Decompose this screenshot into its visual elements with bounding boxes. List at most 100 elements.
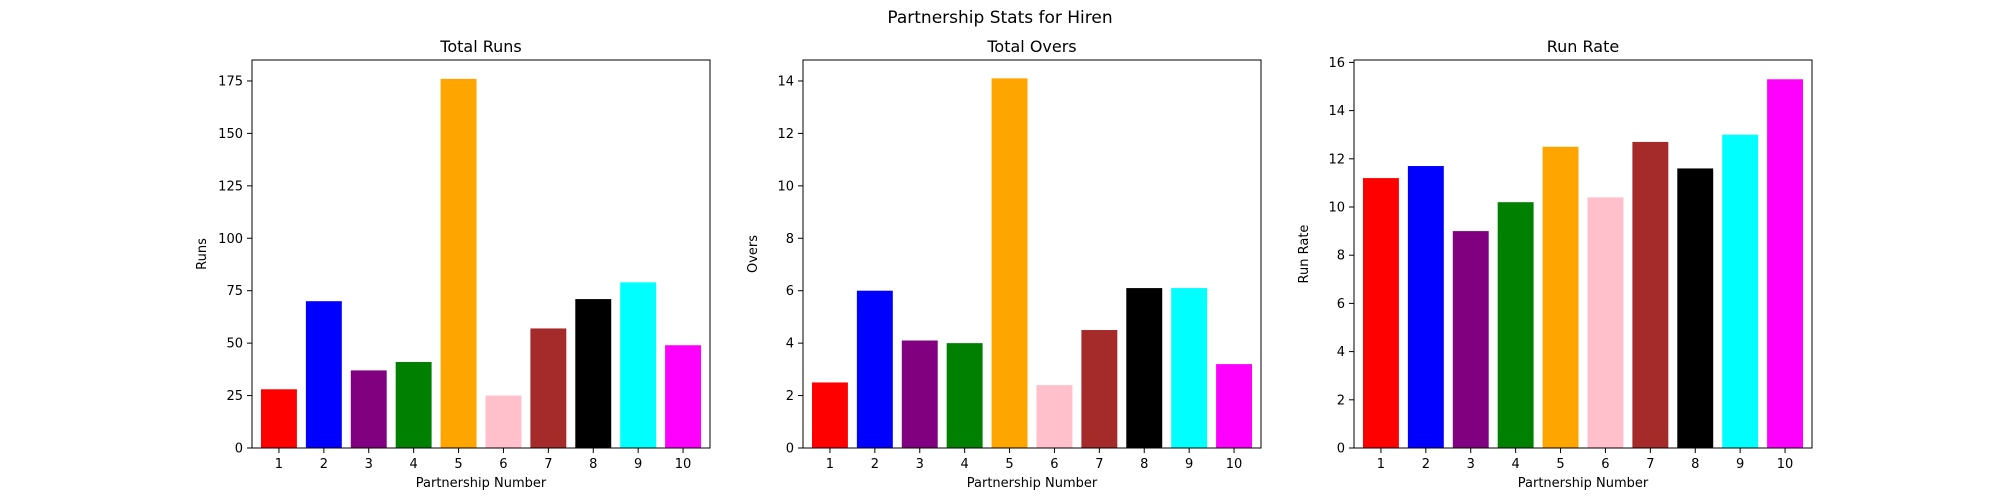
bar-partnership-5: [1542, 146, 1579, 449]
bar-partnership-6: [1036, 385, 1073, 448]
y-tick-label: 0: [786, 442, 794, 457]
bar-partnership-3: [350, 370, 387, 448]
x-tick-label: 10: [1777, 457, 1794, 472]
bar-partnership-10: [1216, 364, 1253, 448]
x-axis-label: Partnership Number: [1518, 476, 1649, 491]
chart-title: Total Overs: [986, 37, 1076, 56]
bar-partnership-2: [1407, 166, 1444, 448]
y-tick-label: 100: [218, 232, 243, 247]
y-tick-label: 14: [1328, 104, 1345, 119]
y-tick-label: 175: [218, 74, 243, 89]
x-tick-label: 7: [544, 457, 552, 472]
bar-partnership-3: [901, 340, 938, 448]
x-tick-label: 4: [961, 457, 969, 472]
y-axis-label: Run Rate: [1297, 225, 1312, 284]
x-tick-label: 1: [1377, 457, 1385, 472]
bar-partnership-1: [811, 382, 848, 448]
y-tick-label: 12: [1328, 152, 1345, 167]
bar-partnership-4: [1497, 202, 1534, 448]
x-tick-label: 10: [675, 457, 692, 472]
chart-title: Run Rate: [1547, 37, 1619, 56]
y-tick-label: 10: [777, 179, 794, 194]
x-axis-label: Partnership Number: [416, 476, 547, 491]
y-axis-label: Overs: [746, 235, 761, 273]
x-tick-label: 4: [410, 457, 418, 472]
y-tick-label: 2: [786, 389, 794, 404]
x-tick-label: 9: [1185, 457, 1193, 472]
x-tick-label: 9: [1736, 457, 1744, 472]
bar-partnership-2: [305, 301, 342, 448]
bar-partnership-4: [395, 362, 432, 448]
y-tick-label: 12: [777, 127, 794, 142]
bar-partnership-10: [1767, 79, 1804, 448]
bar-partnership-6: [485, 395, 522, 448]
bar-partnership-9: [620, 282, 657, 448]
bar-partnership-7: [530, 328, 567, 448]
y-tick-label: 50: [226, 337, 243, 352]
chart-title: Total Runs: [439, 37, 521, 56]
x-tick-label: 3: [916, 457, 924, 472]
x-tick-label: 5: [454, 457, 462, 472]
y-tick-label: 6: [786, 284, 794, 299]
bar-partnership-1: [1362, 178, 1399, 448]
y-tick-label: 8: [786, 232, 794, 247]
axes-frame: [802, 59, 1262, 449]
bar-partnership-2: [856, 290, 893, 448]
x-tick-label: 1: [826, 457, 834, 472]
y-tick-label: 75: [226, 284, 243, 299]
x-tick-label: 6: [1601, 457, 1609, 472]
bar-partnership-1: [260, 389, 297, 448]
y-tick-label: 16: [1328, 56, 1345, 71]
y-tick-label: 4: [786, 337, 794, 352]
x-tick-label: 3: [1467, 457, 1475, 472]
x-tick-label: 2: [1422, 457, 1430, 472]
bar-partnership-7: [1632, 141, 1669, 449]
bar-partnership-6: [1587, 197, 1624, 448]
x-tick-label: 8: [589, 457, 597, 472]
y-tick-label: 14: [777, 74, 794, 89]
y-tick-label: 8: [1337, 249, 1345, 264]
y-tick-label: 0: [235, 442, 243, 457]
x-axis-label: Partnership Number: [967, 476, 1098, 491]
bar-partnership-8: [1677, 168, 1714, 448]
bar-partnership-8: [575, 299, 612, 448]
bar-partnership-4: [946, 343, 983, 448]
x-tick-label: 5: [1556, 457, 1564, 472]
bar-partnership-8: [1126, 288, 1163, 448]
x-tick-label: 7: [1646, 457, 1654, 472]
bar-partnership-5: [991, 78, 1028, 448]
x-tick-label: 2: [871, 457, 879, 472]
bar-partnership-7: [1081, 330, 1118, 448]
x-tick-label: 10: [1226, 457, 1243, 472]
y-tick-label: 4: [1337, 345, 1345, 360]
axes-frame: [1353, 59, 1813, 449]
y-tick-label: 2: [1337, 393, 1345, 408]
bar-partnership-3: [1452, 231, 1489, 448]
x-tick-label: 1: [275, 457, 283, 472]
x-tick-label: 3: [365, 457, 373, 472]
y-axis-label: Runs: [195, 238, 210, 270]
x-tick-label: 8: [1140, 457, 1148, 472]
y-tick-label: 0: [1337, 442, 1345, 457]
x-tick-label: 5: [1005, 457, 1013, 472]
y-tick-label: 150: [218, 127, 243, 142]
x-tick-label: 4: [1512, 457, 1520, 472]
y-tick-label: 10: [1328, 201, 1345, 216]
x-tick-label: 8: [1691, 457, 1699, 472]
bar-partnership-10: [665, 345, 702, 448]
figure-suptitle: Partnership Stats for Hiren: [887, 8, 1113, 28]
x-tick-label: 2: [320, 457, 328, 472]
x-tick-label: 7: [1095, 457, 1103, 472]
x-tick-label: 6: [1050, 457, 1058, 472]
bar-partnership-9: [1171, 288, 1208, 448]
axes-frame: [251, 59, 711, 449]
x-tick-label: 9: [634, 457, 642, 472]
bar-partnership-9: [1722, 134, 1759, 448]
x-tick-label: 6: [499, 457, 507, 472]
y-tick-label: 125: [218, 179, 243, 194]
bar-partnership-5: [440, 78, 477, 449]
